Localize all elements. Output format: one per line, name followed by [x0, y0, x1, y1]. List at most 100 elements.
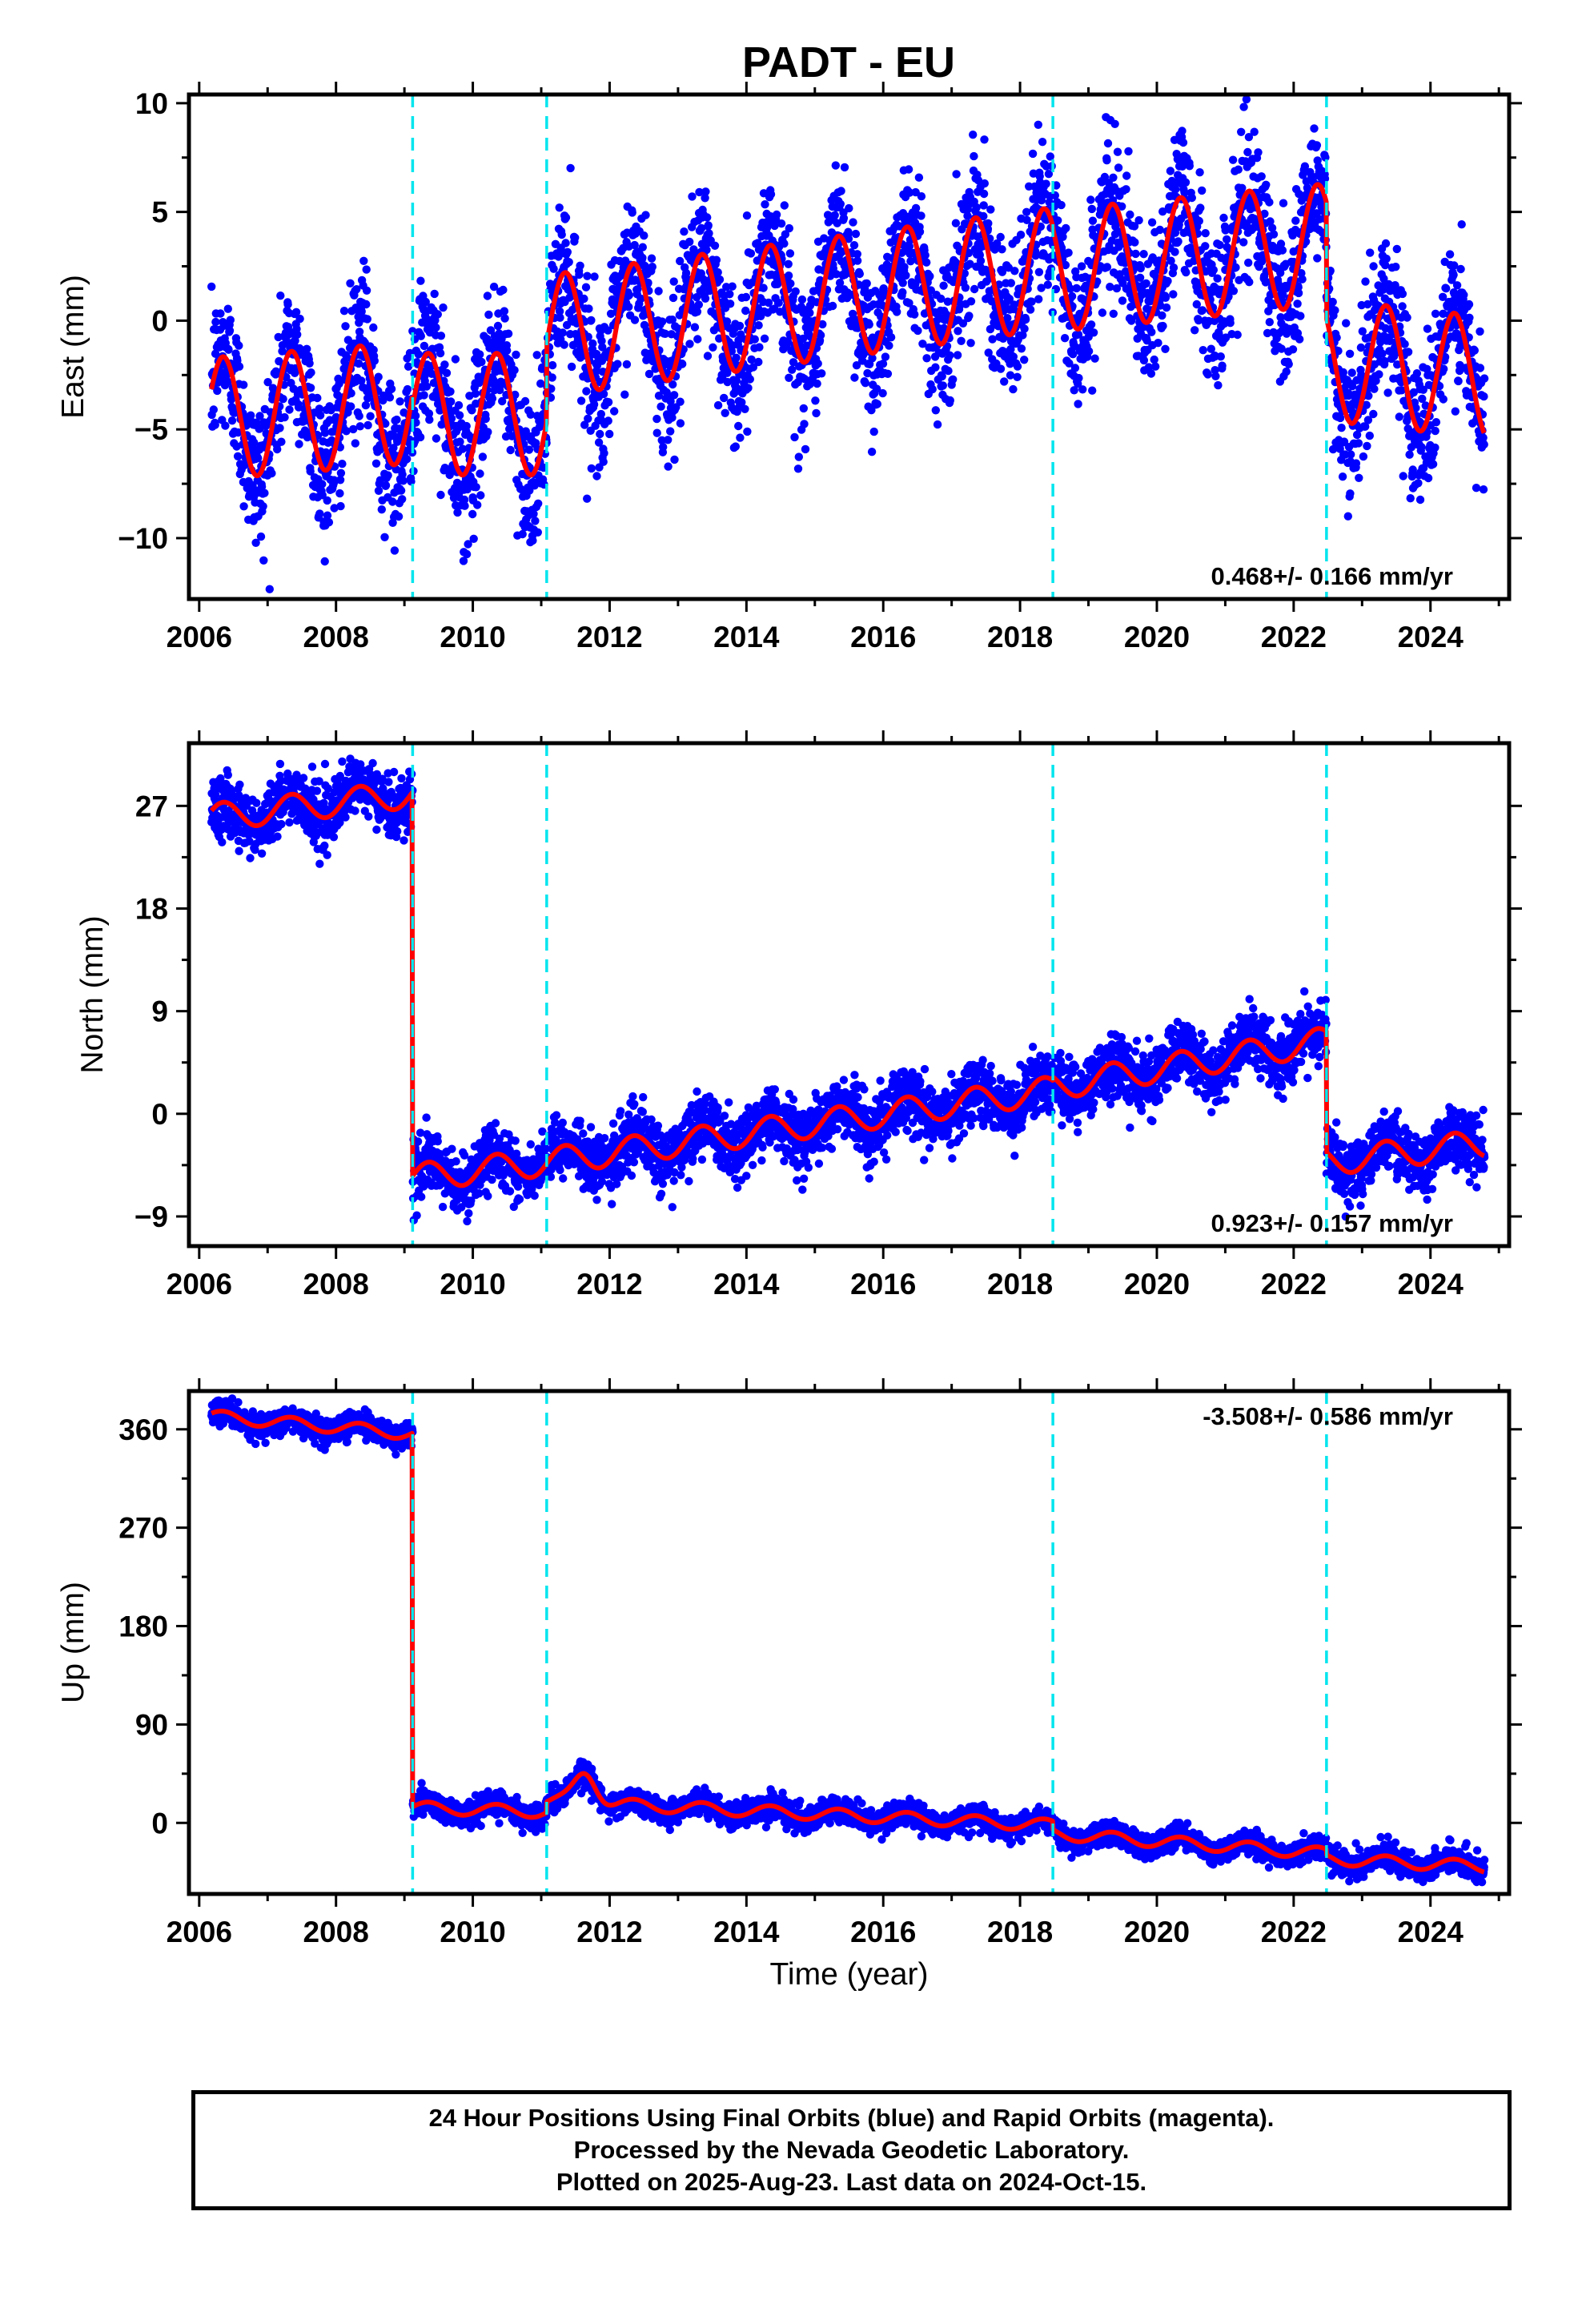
data-point	[849, 218, 857, 227]
data-point	[503, 346, 512, 355]
data-point	[433, 310, 442, 319]
data-point	[1010, 267, 1019, 275]
data-point	[363, 420, 372, 430]
data-point	[381, 480, 391, 490]
data-point	[701, 294, 710, 303]
data-point	[1345, 349, 1355, 358]
data-point	[669, 293, 678, 303]
data-point	[917, 192, 926, 201]
y-tick-label: −10	[118, 522, 168, 555]
data-point	[996, 232, 1005, 242]
data-point	[1155, 225, 1165, 235]
data-point	[416, 432, 425, 442]
data-point	[357, 307, 366, 316]
data-point	[793, 464, 803, 473]
data-point	[1244, 258, 1253, 267]
data-point	[1295, 335, 1304, 344]
data-point	[694, 300, 703, 309]
data-point	[414, 350, 423, 359]
data-point	[257, 849, 267, 858]
data-point	[622, 360, 632, 369]
data-point	[1114, 163, 1123, 172]
data-point	[1178, 138, 1188, 147]
data-point	[1476, 364, 1485, 372]
data-point	[400, 836, 408, 845]
data-point	[592, 472, 601, 480]
data-point	[306, 467, 315, 476]
data-point	[320, 841, 329, 850]
data-point	[1403, 348, 1413, 356]
data-point	[404, 362, 413, 371]
data-point	[898, 287, 907, 297]
data-point	[1182, 267, 1191, 277]
data-point	[1226, 319, 1235, 328]
data-point	[468, 406, 476, 415]
data-point	[347, 402, 355, 411]
data-point	[571, 233, 580, 242]
data-point	[1423, 473, 1433, 483]
data-point	[1163, 276, 1172, 286]
data-point	[659, 443, 668, 452]
data-point	[478, 452, 488, 461]
data-point	[555, 203, 564, 212]
data-point	[422, 382, 432, 391]
data-point	[468, 509, 477, 519]
data-point	[395, 424, 404, 433]
data-point	[998, 245, 1006, 254]
data-point	[566, 163, 575, 173]
data-point	[915, 227, 925, 236]
data-point	[582, 387, 591, 396]
data-point	[1451, 407, 1460, 416]
data-point	[604, 416, 612, 425]
data-point	[881, 352, 890, 361]
data-point	[628, 208, 636, 217]
data-point	[548, 373, 556, 382]
data-point	[1346, 489, 1355, 498]
data-point	[355, 412, 363, 420]
data-point	[1113, 147, 1122, 156]
data-point	[235, 846, 243, 855]
data-point	[440, 360, 449, 369]
data-point	[1060, 334, 1070, 343]
data-point	[1042, 179, 1050, 188]
data-point	[1405, 450, 1414, 459]
data-point	[1479, 485, 1488, 494]
data-point	[1136, 263, 1146, 273]
data-point	[657, 317, 667, 326]
data-point	[1110, 119, 1119, 128]
data-point	[323, 850, 331, 859]
data-point	[560, 340, 568, 349]
data-point	[312, 786, 322, 795]
data-point	[1102, 263, 1112, 271]
data-point	[455, 411, 464, 420]
data-point	[342, 427, 351, 436]
data-point	[620, 390, 629, 399]
data-point	[587, 464, 596, 473]
data-point	[285, 818, 294, 827]
data-point	[1470, 346, 1480, 355]
data-point	[641, 211, 650, 219]
data-point	[436, 490, 445, 500]
data-point	[1320, 174, 1330, 183]
data-point	[828, 301, 837, 311]
data-point	[576, 261, 584, 270]
data-point	[685, 340, 694, 348]
data-point	[1084, 347, 1094, 356]
data-point	[1254, 148, 1263, 157]
data-point	[1086, 320, 1096, 329]
data-point	[1400, 340, 1409, 348]
data-point	[447, 414, 456, 423]
data-point	[293, 330, 302, 339]
data-point	[1109, 309, 1118, 318]
data-point	[493, 321, 503, 331]
data-point	[666, 427, 675, 436]
data-point	[1480, 440, 1488, 449]
data-point	[352, 285, 361, 294]
data-point	[318, 480, 327, 489]
data-point	[710, 241, 720, 250]
data-point	[604, 398, 613, 407]
data-point	[972, 203, 981, 212]
data-point	[362, 300, 371, 309]
data-point	[720, 393, 729, 403]
